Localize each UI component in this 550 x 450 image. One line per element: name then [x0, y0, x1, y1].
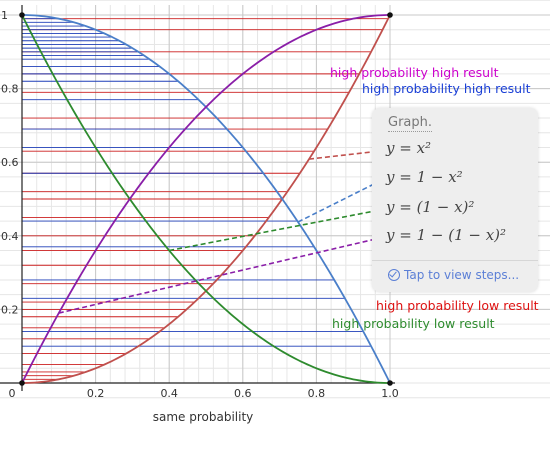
x-axis-label: same probability — [153, 410, 254, 424]
annotation-label: high probability low result — [332, 316, 495, 331]
annotation-label: high probability low result — [376, 298, 539, 313]
formula-2: y = 1 − x² — [385, 168, 463, 186]
x-tick-label: 0 — [9, 387, 16, 400]
y-tick-label: 0.2 — [1, 303, 19, 316]
tick-labels: 0 0.2 0.4 0.6 0.8 1.0 0.2 0.4 0.6 0.8 1 — [1, 9, 399, 400]
formula-1: y = x² — [385, 139, 431, 157]
x-tick-label: 0.8 — [308, 387, 326, 400]
endpoints — [19, 12, 393, 386]
y-tick-label: 1 — [1, 9, 8, 22]
y-tick-label: 0.6 — [1, 156, 19, 169]
check-circle-icon — [388, 269, 400, 281]
view-steps-label: Tap to view steps... — [404, 268, 520, 282]
panel-title[interactable]: Graph. — [388, 115, 433, 132]
x-tick-label: 0.6 — [234, 387, 252, 400]
leader-line — [58, 237, 381, 314]
endpoint-dot — [387, 380, 393, 386]
formula-3: y = (1 − x)² — [385, 198, 474, 216]
view-steps-link[interactable]: Tap to view steps... — [388, 268, 519, 282]
x-tick-label: 1.0 — [381, 387, 399, 400]
endpoint-dot — [19, 12, 25, 18]
formula-4: y = 1 − (1 − x)² — [385, 226, 506, 244]
annotation-label: high probability high result — [330, 65, 499, 80]
y-tick-label: 0.8 — [1, 83, 19, 96]
x-tick-label: 0.2 — [87, 387, 105, 400]
curve-one-minus-one-minus-x-squared — [21, 14, 391, 384]
leader-line — [308, 150, 381, 160]
leader-line — [169, 209, 381, 252]
annotation-label: high probability high result — [362, 81, 531, 96]
curve-one-minus-x-all-squared — [21, 14, 391, 384]
endpoint-dot — [387, 12, 393, 18]
leader-lines — [58, 150, 381, 314]
axes — [0, 5, 395, 391]
x-tick-label: 0.4 — [160, 387, 178, 400]
panel-divider — [372, 260, 538, 261]
curves — [21, 14, 391, 384]
graph-panel[interactable]: Graph. y = x² y = 1 − x² y = (1 − x)² y = 1… — [372, 108, 538, 292]
formula-list: y = x² y = 1 − x² y = (1 − x)² y = 1 − (1 −… — [385, 139, 506, 244]
y-tick-label: 0.4 — [1, 230, 19, 243]
leader-line — [297, 180, 381, 223]
endpoint-dot — [19, 380, 25, 386]
